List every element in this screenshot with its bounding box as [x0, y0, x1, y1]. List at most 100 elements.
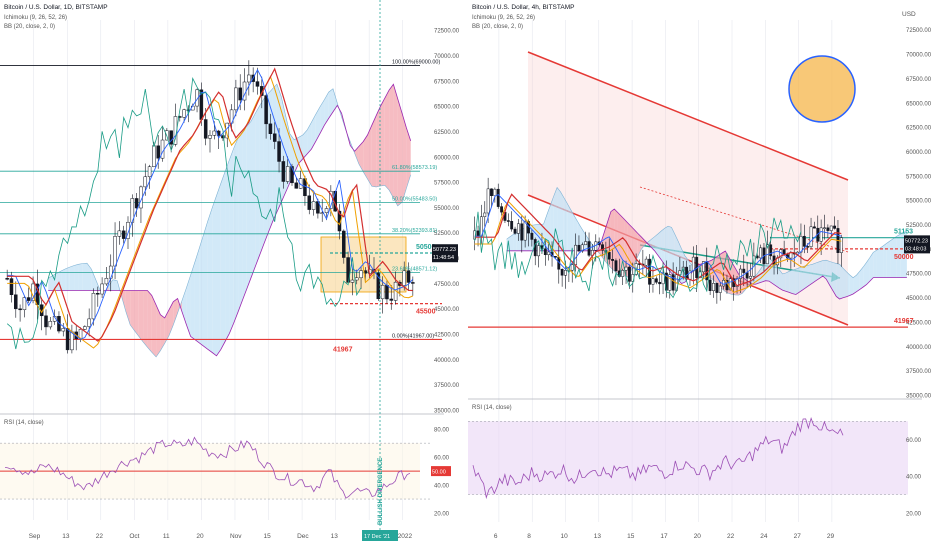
candle-body: [607, 252, 611, 260]
ichimoku-cloud-segment: [893, 236, 897, 278]
candle-body: [134, 198, 139, 209]
ichimoku-cloud-segment: [816, 261, 820, 281]
candle-body: [759, 247, 763, 259]
ichimoku-cloud-segment: [829, 261, 833, 291]
ichimoku-cloud-segment: [259, 98, 264, 256]
x-tick-label: Sep: [29, 533, 41, 540]
candle-body: [577, 244, 581, 252]
ichimoku-cloud-segment: [229, 148, 234, 334]
ichimoku-cloud-segment: [647, 239, 652, 248]
rsi-y-tick: 40.00: [434, 484, 450, 490]
candle-body: [651, 278, 655, 285]
candle-body: [833, 225, 837, 229]
ichimoku-cloud-segment: [333, 88, 338, 112]
candle-body: [264, 95, 268, 125]
y-tick-label: 37500.00: [434, 383, 460, 389]
chart-title-1: Bitcoin / U.S. Dollar, 4h, BITSTAMP: [472, 4, 574, 11]
y-tick-label: 65000.00: [906, 101, 932, 107]
ichimoku-cloud-segment: [130, 290, 135, 331]
candle-body: [14, 294, 18, 310]
candle-body: [5, 278, 9, 280]
candle-body: [553, 256, 557, 258]
y-tick-label: 37500.00: [906, 369, 932, 375]
candle-body: [350, 279, 355, 283]
ichimoku-cloud-segment: [614, 209, 618, 273]
x-tick-label: 15: [627, 533, 635, 540]
ichimoku-cloud-segment: [203, 221, 208, 350]
ichimoku-cloud-segment: [233, 137, 239, 324]
y-tick-label: 45000.00: [434, 307, 460, 313]
candle-body: [121, 230, 126, 239]
candle-body: [61, 328, 66, 332]
candle-body: [126, 221, 130, 239]
x-tick-label: 15: [264, 533, 272, 540]
rsi-y-tick: 60.00: [906, 438, 922, 444]
x-tick-label: 13: [594, 533, 602, 540]
x-tick-label: Nov: [230, 533, 242, 540]
candle-body: [22, 297, 27, 311]
fib-level-label: 50.00%(55483.50): [392, 197, 437, 203]
ichimoku-cloud-segment: [769, 257, 773, 284]
y-tick-label: 47500.00: [434, 282, 460, 288]
candle-body: [18, 308, 22, 311]
candle-body: [117, 230, 122, 237]
candle-body: [796, 251, 800, 255]
candle-body: [570, 264, 574, 271]
candle-body: [354, 277, 359, 281]
fib-level-label: 100.00%(69000.00): [392, 60, 440, 66]
rsi-y-tick: 60.00: [434, 456, 450, 462]
ichimoku-cloud-segment: [668, 226, 672, 274]
ichimoku-cloud-segment: [853, 275, 857, 294]
ichimoku-cloud-segment: [74, 264, 79, 291]
candle-body: [203, 119, 208, 139]
ichimoku-cloud-segment: [307, 122, 312, 154]
ichimoku-cloud-segment: [826, 260, 830, 285]
ichimoku-cloud-segment: [138, 290, 144, 342]
ichimoku-cloud-segment: [900, 232, 904, 278]
ichimoku-cloud-segment: [181, 288, 187, 325]
chikou-span: [6, 77, 362, 350]
ichimoku-cloud-segment: [242, 126, 247, 301]
candle-body: [735, 278, 739, 287]
ichimoku-cloud-segment: [809, 264, 813, 286]
y-tick-label: 45000.00: [906, 296, 932, 302]
ichimoku-cloud-segment: [324, 92, 329, 126]
ichimoku-cloud-segment: [883, 243, 887, 278]
ichimoku-cloud-segment: [658, 230, 662, 260]
candle-body: [823, 227, 826, 230]
candle-body: [547, 251, 551, 256]
chart-title-0: Bitcoin / U.S. Dollar, 1D, BITSTAMP: [4, 4, 108, 11]
candle-body: [584, 241, 588, 246]
y-tick-label: 70000.00: [434, 54, 460, 60]
ichimoku-cloud-segment: [78, 263, 83, 291]
ichimoku-cloud-segment: [320, 99, 325, 134]
ichimoku-cloud-segment: [560, 191, 564, 251]
rsi-y-tick: 80.00: [434, 428, 450, 434]
candle-body: [728, 278, 732, 291]
senkou-span-b: [48, 83, 412, 357]
candle-body: [574, 244, 578, 265]
ichimoku-cloud-segment: [822, 260, 827, 280]
candle-body: [104, 277, 109, 285]
candle-body: [802, 235, 806, 247]
horizontal-level-label: 45500: [416, 309, 436, 316]
candle-body: [769, 244, 773, 257]
ichimoku-cloud-segment: [125, 290, 131, 325]
candle-body: [342, 230, 346, 258]
y-tick-label: 47500.00: [906, 272, 932, 278]
candle-body: [96, 293, 100, 295]
candle-body: [307, 195, 312, 210]
candle-body: [506, 220, 510, 222]
candle-body: [490, 188, 493, 196]
ichimoku-cloud-segment: [674, 234, 679, 280]
ichimoku-cloud-segment: [143, 290, 148, 348]
ichimoku-cloud-segment: [789, 270, 793, 294]
candle-body: [298, 178, 303, 189]
ichimoku-cloud-segment: [610, 209, 615, 271]
rsi-50-tag: [431, 466, 451, 477]
ichimoku-cloud-segment: [302, 130, 308, 159]
candle-body: [819, 227, 823, 242]
y-tick-label: 57500.00: [906, 174, 932, 180]
x-tick-label: 6: [494, 533, 498, 540]
